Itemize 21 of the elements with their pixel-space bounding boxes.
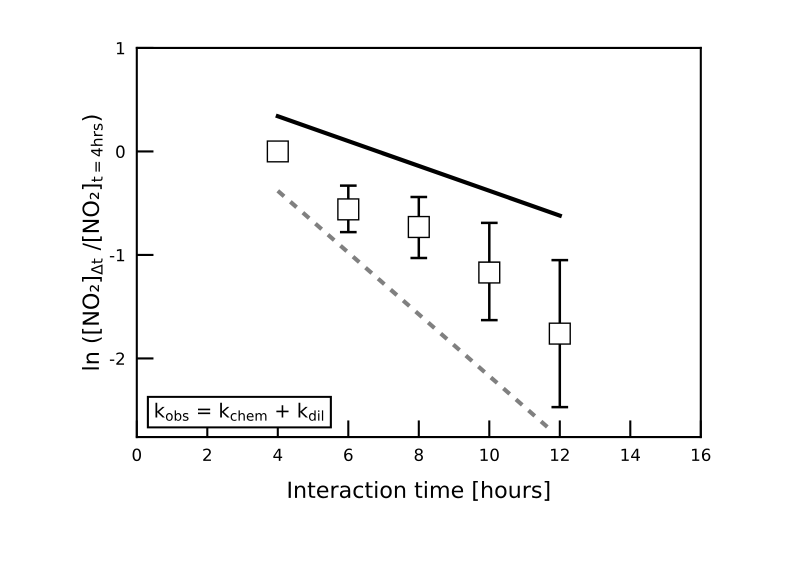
annotation: k$_{obs}$ = k$_{chem}$ + k$_{dil}$ <box>155 402 324 421</box>
x-tick-label: 0 <box>132 448 141 462</box>
y-tick-label: 1 <box>116 42 124 54</box>
point <box>337 198 360 221</box>
y-tick-label: 0 <box>116 145 125 158</box>
y-axis-title: ln ([NO₂]$_{Δt}$ /[NO₂]$_{t=4hrs}$) <box>82 116 103 370</box>
point <box>266 140 289 163</box>
x-axis-title: Interaction time [hours] <box>288 481 550 501</box>
x-tick-label: 6 <box>344 448 353 462</box>
point <box>548 322 571 345</box>
x-tick-label: 16 <box>692 448 710 462</box>
x-tick-label: 2 <box>203 448 211 461</box>
x-tick-label: 14 <box>622 448 640 461</box>
point <box>408 216 430 238</box>
point <box>478 261 500 284</box>
x-tick-label: 8 <box>414 448 423 462</box>
x-tick-label: 4 <box>273 448 282 461</box>
x-tick-label: 12 <box>551 448 569 461</box>
y-tick-label: -1 <box>110 249 124 262</box>
y-tick-label: -2 <box>110 352 124 365</box>
x-tick-label: 10 <box>480 448 499 462</box>
